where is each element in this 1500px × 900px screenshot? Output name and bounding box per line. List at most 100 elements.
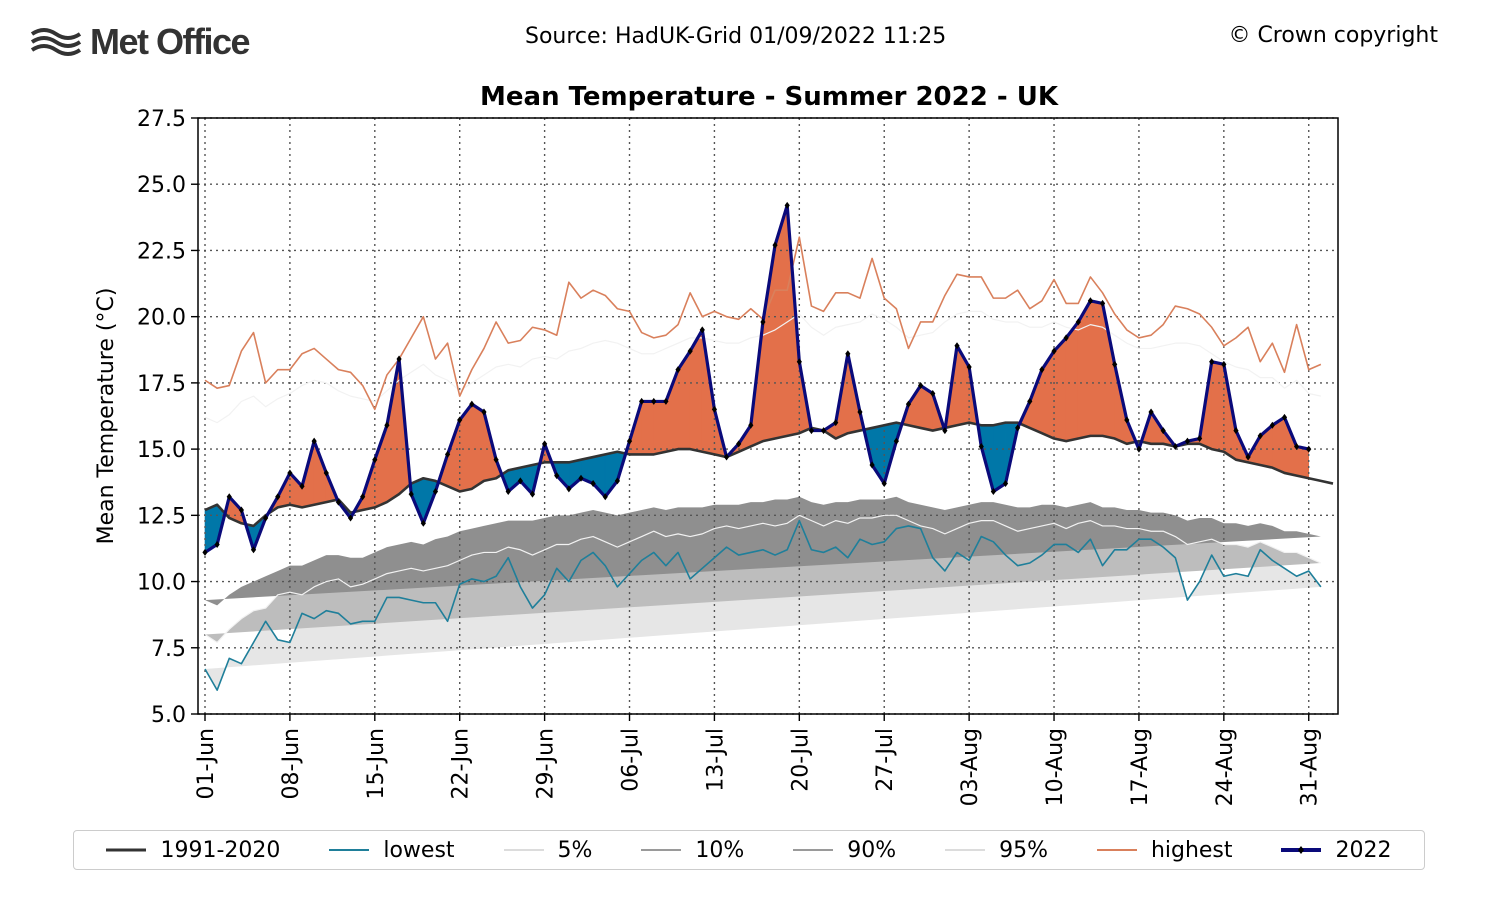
series-2022-marker bbox=[481, 408, 487, 416]
series-2022-marker bbox=[1306, 445, 1312, 453]
legend-item: 2022 bbox=[1281, 838, 1391, 863]
series-2022-marker bbox=[578, 474, 584, 482]
x-tick-label: 22-Jun bbox=[449, 728, 474, 800]
x-tick-label: 17-Aug bbox=[1128, 728, 1153, 806]
x-tick-label: 15-Jun bbox=[364, 728, 389, 800]
series-2022-marker bbox=[602, 493, 608, 501]
logo-text: Met Office bbox=[90, 21, 251, 62]
series-2022-marker bbox=[214, 540, 220, 548]
series-2022-marker bbox=[444, 450, 451, 458]
legend-swatch bbox=[945, 843, 986, 857]
anomaly-fill bbox=[1090, 300, 1103, 437]
series-2022-marker bbox=[699, 326, 705, 334]
y-tick-label: 25.0 bbox=[137, 173, 186, 198]
series-2022-marker bbox=[396, 355, 402, 363]
legend-item: 95% bbox=[945, 838, 1048, 863]
series-2022-marker bbox=[1172, 442, 1178, 450]
y-axis-label: Mean Temperature (°C) bbox=[94, 288, 119, 545]
series-2022-marker bbox=[918, 382, 924, 390]
source-label: Source: HadUK-Grid 01/09/2022 11:25 bbox=[525, 24, 947, 49]
series-2022-marker bbox=[263, 514, 269, 522]
series-2022-marker bbox=[1245, 453, 1251, 461]
legend-swatch bbox=[1096, 843, 1137, 857]
x-tick-label: 01-Jun bbox=[194, 728, 219, 800]
y-tick-label: 20.0 bbox=[137, 306, 186, 331]
legend-swatch bbox=[106, 843, 147, 857]
anomaly-fill bbox=[1102, 303, 1115, 439]
x-tick-label: 03-Aug bbox=[958, 728, 983, 806]
series-2022-marker bbox=[1075, 318, 1081, 326]
series-2022-marker bbox=[226, 493, 232, 501]
anomaly-fill bbox=[993, 422, 1006, 493]
legend-item: highest bbox=[1096, 837, 1233, 863]
series-2022-marker bbox=[1233, 427, 1239, 435]
series-2022-marker bbox=[432, 487, 439, 495]
series-2022-marker bbox=[299, 482, 305, 490]
series-2022-marker bbox=[1087, 297, 1094, 305]
legend-label: highest bbox=[1150, 837, 1233, 863]
y-tick-label: 15.0 bbox=[137, 438, 186, 463]
series-2022-marker bbox=[311, 437, 317, 445]
y-tick-label: 5.0 bbox=[151, 703, 186, 728]
series-2022-marker bbox=[845, 350, 851, 358]
x-tick-label: 29-Jun bbox=[534, 728, 559, 800]
series-2022-marker bbox=[723, 453, 730, 461]
series-2022-marker bbox=[517, 477, 523, 485]
legend-label: 5% bbox=[557, 837, 593, 863]
series-2022-marker bbox=[287, 469, 293, 477]
series-2022-marker bbox=[1294, 442, 1300, 450]
series-lowest-line bbox=[204, 519, 1322, 691]
series-2022-marker bbox=[651, 397, 657, 405]
series-2022-marker bbox=[1015, 424, 1021, 432]
series-2022-marker bbox=[457, 416, 463, 424]
anomaly-fill bbox=[471, 403, 485, 490]
anomaly-fill bbox=[386, 358, 400, 503]
legend-swatch bbox=[329, 843, 370, 857]
legend-swatch bbox=[793, 843, 834, 857]
series-2022-marker bbox=[736, 440, 742, 448]
legend-label: 10% bbox=[695, 837, 745, 863]
temperature-chart: Mean Temperature - Summer 2022 - UK Mean… bbox=[94, 82, 1339, 806]
band-10-90 bbox=[205, 496, 1321, 606]
series-2022-marker bbox=[1027, 397, 1033, 405]
series-2022-marker bbox=[202, 548, 208, 556]
series-2022-marker bbox=[990, 487, 996, 495]
series-2022-marker bbox=[420, 519, 426, 527]
series-2022-marker bbox=[808, 427, 815, 435]
series-2022-marker bbox=[1160, 427, 1166, 435]
x-tick-label: 24-Aug bbox=[1213, 728, 1238, 806]
series-2022-marker bbox=[493, 456, 499, 464]
legend-item: 10% bbox=[641, 838, 744, 863]
series-2022-marker bbox=[1221, 360, 1227, 368]
x-tick-label: 31-Aug bbox=[1298, 728, 1323, 806]
series-2022-marker bbox=[687, 347, 693, 355]
series-2022-marker bbox=[1063, 334, 1069, 342]
series-2022-marker bbox=[1269, 421, 1275, 429]
series-2022-marker bbox=[238, 506, 244, 514]
plot-frame bbox=[197, 117, 1339, 715]
y-tick-label: 22.5 bbox=[137, 239, 186, 264]
series-2022-marker bbox=[748, 421, 754, 429]
series-2022-marker bbox=[1196, 435, 1203, 443]
series-2022-marker bbox=[323, 469, 329, 477]
anomaly-fill bbox=[1296, 446, 1310, 479]
series-2022-marker bbox=[1112, 360, 1118, 368]
x-tick-label: 10-Aug bbox=[1043, 728, 1068, 806]
anomaly-fill bbox=[1053, 337, 1067, 442]
series-2022-marker bbox=[663, 397, 669, 405]
series-2022-marker bbox=[772, 241, 778, 249]
series-2022-line bbox=[204, 203, 1310, 554]
x-tick-label: 20-Jul bbox=[788, 728, 813, 792]
copyright-label: © Crown copyright bbox=[1228, 23, 1438, 48]
legend-item: lowest bbox=[329, 838, 455, 863]
series-2022-marker bbox=[966, 363, 972, 371]
series-2022-marker bbox=[275, 493, 281, 501]
y-tick-label: 27.5 bbox=[137, 107, 186, 132]
series-5-line bbox=[204, 514, 1322, 644]
legend-label: 1991-2020 bbox=[160, 837, 281, 863]
anomaly-fill bbox=[1065, 321, 1079, 442]
chart-title: Mean Temperature - Summer 2022 - UK bbox=[480, 82, 1059, 112]
series-2022-marker bbox=[881, 480, 887, 488]
series-2022-marker bbox=[1039, 366, 1045, 374]
series-2022-marker bbox=[905, 400, 912, 408]
